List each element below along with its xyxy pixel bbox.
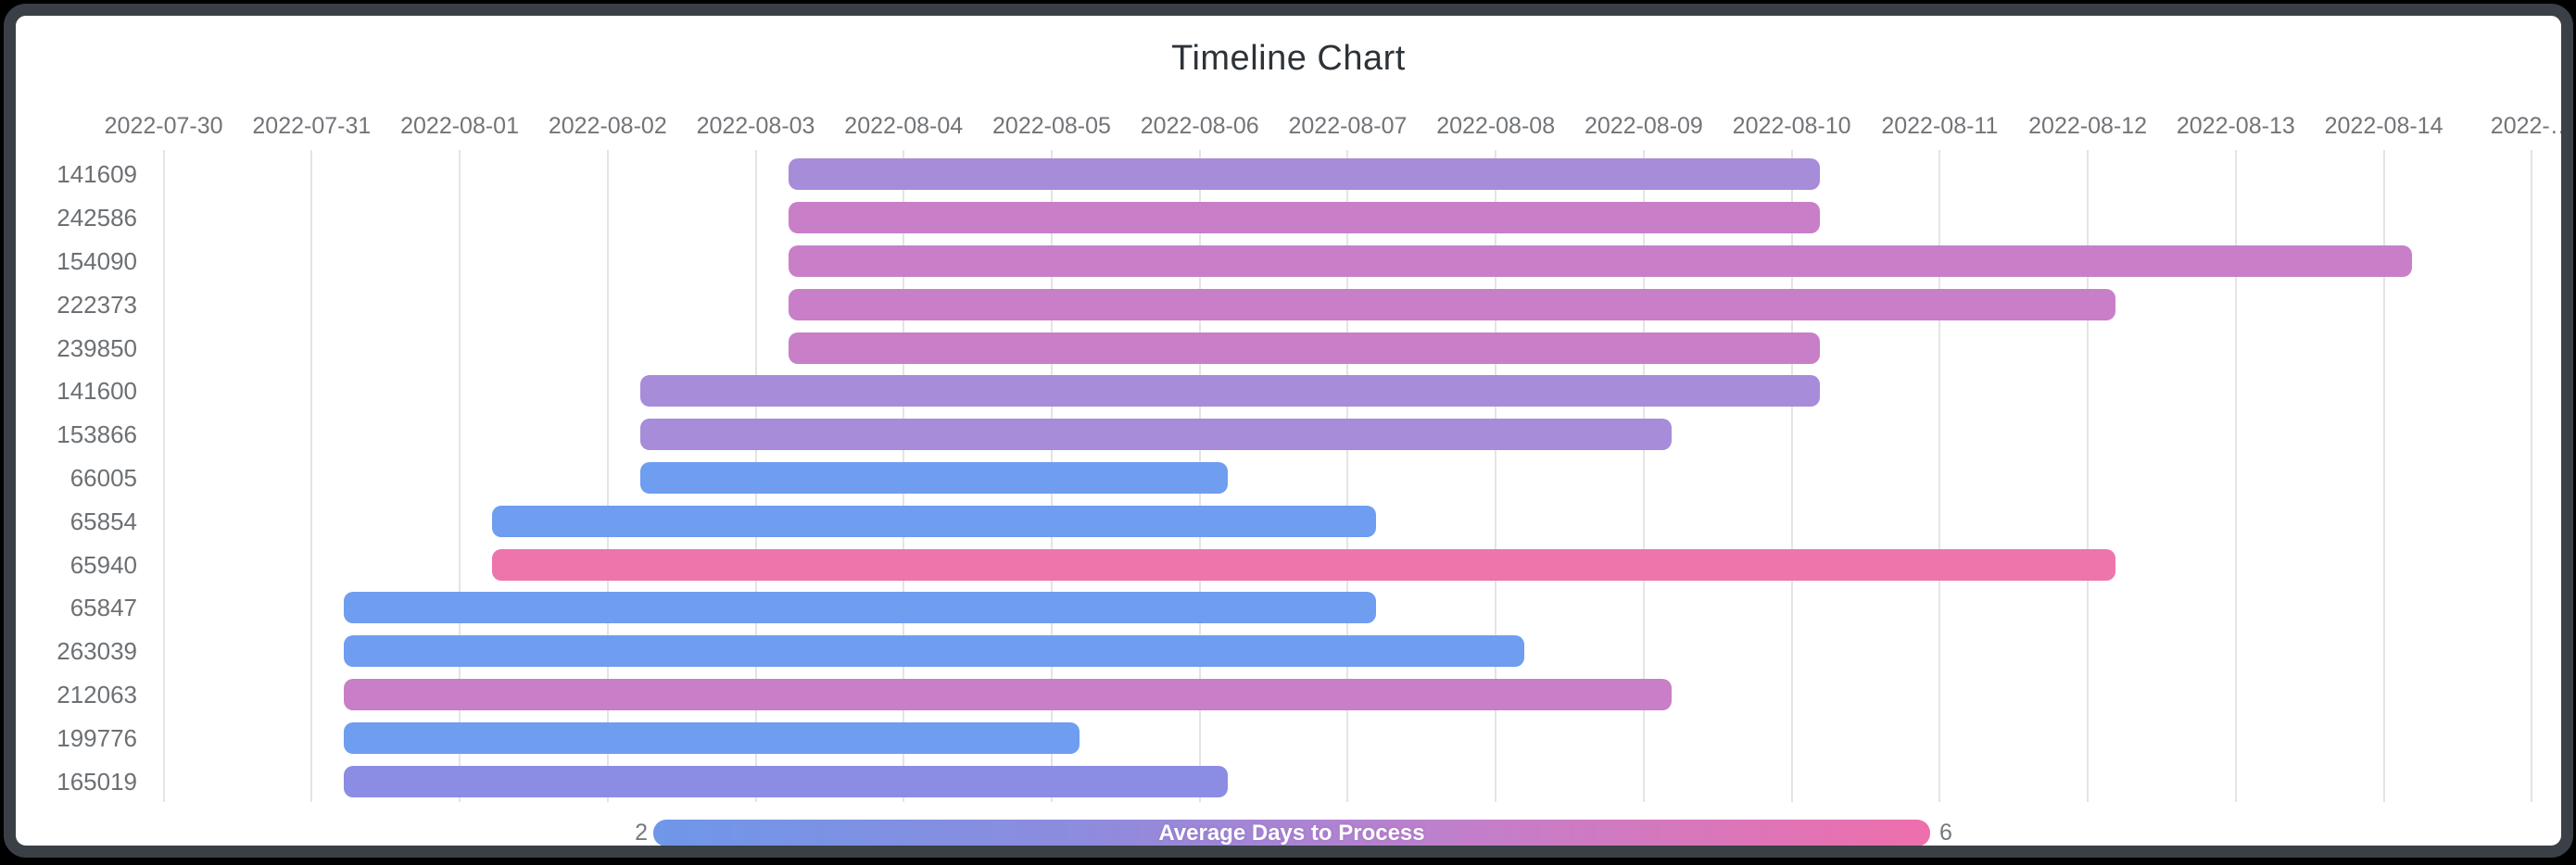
row-label: 263039 [57,637,137,666]
row-label: 65940 [69,550,137,579]
timeline-bar[interactable] [788,332,1820,364]
x-axis-tick-label: 2022-08-06 [1140,113,1259,139]
timeline-bar[interactable] [639,419,1673,451]
timeline-bar[interactable] [492,505,1376,537]
x-axis-tick-label: 2022-08-07 [1288,113,1408,139]
timeline-bar[interactable] [344,679,1673,710]
timeline-bar[interactable] [344,721,1080,754]
gridline [2234,150,2237,802]
gridline [2087,150,2090,802]
row-label: 141609 [57,160,137,189]
row-label: 199776 [57,723,137,752]
legend-min-value: 2 [635,820,648,846]
gridline [2531,150,2533,802]
timeline-bar[interactable] [639,375,1820,407]
x-axis-tick-label: 2022-… [2490,113,2573,139]
row-label: 222373 [57,290,137,319]
legend-gradient-bar[interactable]: Average Days to Process [653,820,1930,846]
x-axis-tick-label: 2022-08-08 [1436,113,1556,139]
row-label: 153866 [57,420,137,449]
gridline [1495,150,1497,802]
x-axis-tick-label: 2022-08-11 [1881,113,1999,139]
x-axis-tick-label: 2022-08-12 [2028,113,2148,139]
timeline-bar[interactable] [344,765,1229,797]
timeline-bar[interactable] [492,548,2116,581]
legend-title: Average Days to Process [1158,821,1425,846]
timeline-bar[interactable] [344,635,1524,668]
row-label: 165019 [57,767,137,796]
gridline [2382,150,2385,802]
row-label: 239850 [57,333,137,362]
timeline-bar[interactable] [788,245,2412,277]
timeline-bar[interactable] [639,462,1229,494]
gridline [1642,150,1645,802]
gridline [606,150,609,802]
x-axis-tick-label: 2022-08-04 [844,113,964,139]
x-axis-tick-label: 2022-08-14 [2324,113,2443,139]
gridline [162,150,165,802]
row-label: 242586 [57,204,137,232]
x-axis-tick-label: 2022-08-02 [548,113,667,139]
timeline-bar[interactable] [344,592,1376,624]
x-axis-tick-label: 2022-08-10 [1732,113,1851,139]
x-axis-tick-label: 2022-07-30 [104,113,223,139]
gridline [459,150,461,802]
row-label: 141600 [57,377,137,406]
timeline-bar[interactable] [788,158,1820,191]
row-label: 66005 [69,464,137,492]
gridline [1790,150,1793,802]
row-label: 65854 [69,507,137,535]
row-label: 212063 [57,681,137,708]
row-label: 65847 [69,594,137,622]
gridline [310,150,313,802]
x-axis-tick-label: 2022-08-05 [992,113,1111,139]
timeline-bar[interactable] [788,202,1820,234]
x-axis-tick-label: 2022-08-01 [400,113,519,139]
x-axis-tick-label: 2022-07-31 [252,113,372,139]
x-axis-tick-label: 2022-08-09 [1584,113,1703,139]
chart-title: Timeline Chart [1171,39,1406,78]
timeline-bar[interactable] [788,288,2116,320]
gridline [1938,150,1941,802]
chart-window: Timeline Chart 2022-07-30 2022-07-31 2022-… [4,4,2573,858]
row-label: 154090 [57,247,137,275]
legend-max-value: 6 [1939,820,1952,846]
gridline [1346,150,1349,802]
x-axis-tick-label: 2022-08-03 [696,113,815,139]
x-axis-tick-label: 2022-08-13 [2176,113,2295,139]
